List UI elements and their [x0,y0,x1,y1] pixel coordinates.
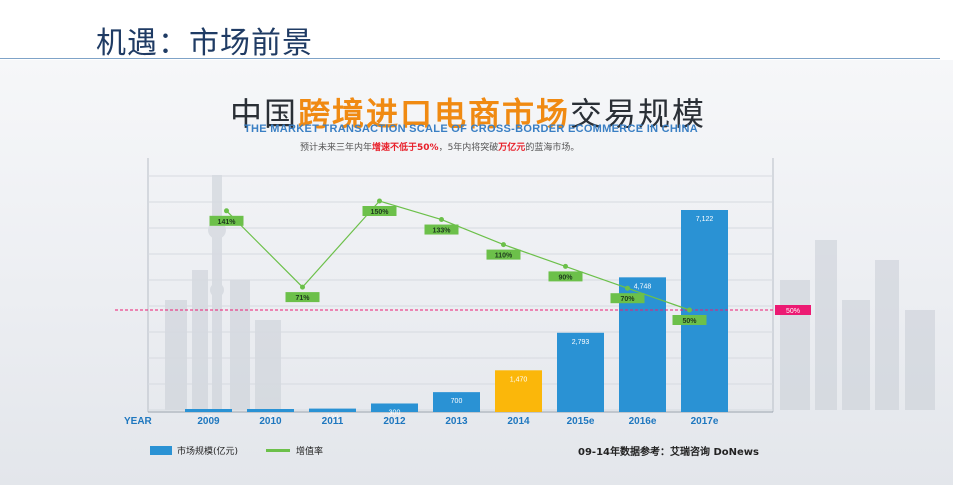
growth-rate-point [501,242,506,248]
chart-title-highlight: 跨境进口电商市场 [298,95,571,133]
bar-2015e [557,332,604,412]
growth-rate-point [625,285,630,291]
growth-rate-label: 110% [495,253,513,260]
chart-note-b: 增速不低于50% [372,143,439,153]
x-tick-label: 2009 [197,416,220,427]
growth-rate-tag [672,315,707,325]
bar-2012 [371,403,418,412]
reference-tag [775,305,811,315]
bar-value-label: 2,793 [572,339,590,346]
growth-rate-label: 141% [218,219,237,226]
growth-rate-label: 71% [295,295,310,302]
growth-rate-point [563,263,568,269]
growth-rate-tag [209,215,244,226]
growth-rate-tag [486,249,521,260]
x-tick-label: 2010 [259,416,282,427]
growth-rate-tag [362,206,397,216]
growth-rate-label: 50% [682,318,697,325]
legend-line-swatch [266,449,291,452]
growth-rate-tag [424,224,459,235]
growth-rate-label: 70% [620,296,635,303]
growth-rate-label: 150% [371,209,390,216]
x-tick-label: 2012 [383,416,406,427]
skyline-background [165,175,935,410]
bar-2014 [495,370,542,412]
growth-rate-line [226,200,690,311]
chart-title: 中国跨境进口电商市场交易规模 [230,89,706,135]
bar-value-label: 1,470 [510,376,528,383]
bar-2010 [247,409,294,412]
slide-title: 机遇：市场前景 [96,26,313,61]
x-tick-label: 2016e [629,416,657,427]
bar-value-label: 300 [389,409,401,416]
chart-note: 预计未来三年内年增速不低于50%，5年内将突破万亿元的蓝海市场。 [300,140,579,153]
growth-rate-tag [610,293,645,304]
legend-line-label: 增值率 [296,447,324,457]
bar-value-label: 120 [327,415,339,422]
title-divider [0,58,940,59]
legend-bar-swatch [150,446,172,455]
bar-2013 [433,392,480,412]
chart-note-a: 预计未来三年内年 [300,143,373,153]
chart-note-c: ，5年内将突破 [438,143,499,153]
growth-rate-point [687,307,692,313]
bar-value-label: 29 [205,415,213,422]
chart-subtitle: THE MARKET TRANSACTION SCALE OF CROSS-BO… [244,123,699,135]
chart-panel [0,60,953,485]
bar-value-label: 700 [451,398,463,405]
growth-rate-label: 90% [558,274,573,281]
legend-bar-label: 市场规模(亿元) [177,447,239,457]
bar-2009 [185,409,232,412]
x-tick-label: 2013 [445,416,468,427]
legend: 市场规模(亿元) 增值率 [150,444,323,457]
source-note: 09-14年数据参考：艾瑞咨询 DoNews [578,447,759,458]
reference-line-group: 50% [115,305,811,315]
growth-rate-tag [548,271,583,282]
chart-note-d: 万亿元 [498,143,526,153]
bar-2011 [309,408,356,412]
bar-value-label: 7,122 [696,216,714,223]
growth-rate-point [377,198,382,204]
bar-value-label: 4,748 [634,283,652,290]
chart-title-suffix: 交易规模 [570,95,707,133]
reference-label: 50% [786,308,800,315]
growth-rate-point [300,284,305,290]
gridlines [148,175,773,411]
x-axis-title: YEAR [124,416,153,427]
growth-rate-series: 141% 71% 150% 133% 110% 90% 70% 50% [209,198,707,325]
x-tick-label: 2011 [322,416,344,427]
x-axis-labels: 2009 2010 2011 2012 2013 2014 2015e 2016e 2017e [197,416,718,427]
chart-note-e: 的蓝海市场。 [525,143,580,153]
growth-rate-label: 133% [433,228,452,235]
x-tick-label: 2014 [507,416,530,427]
chart-title-prefix: 中国 [230,95,299,133]
bar-value-label: 70 [267,415,275,422]
growth-rate-point [439,217,444,223]
growth-rate-tag [285,292,320,303]
x-tick-label: 2015e [567,416,595,427]
x-tick-label: 2017e [691,416,719,427]
growth-rate-point [224,208,229,214]
